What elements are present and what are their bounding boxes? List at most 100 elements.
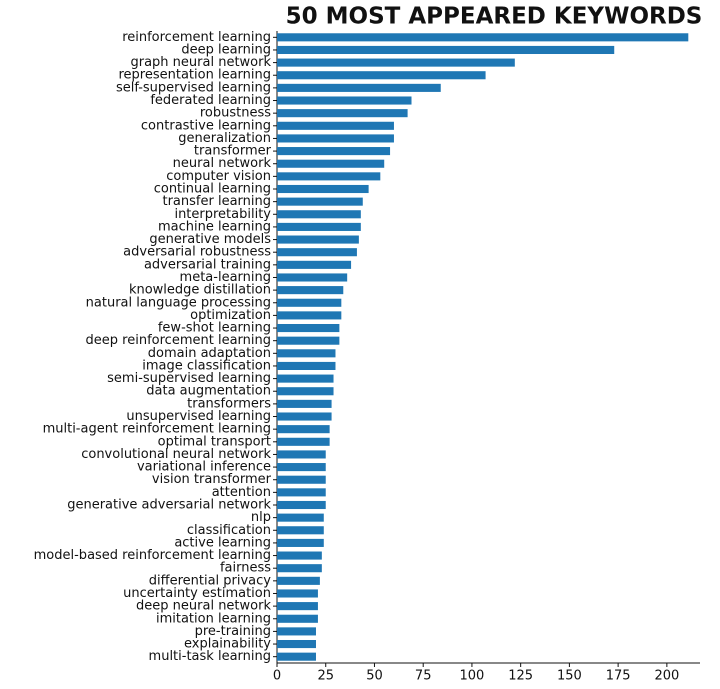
y-tick-label: deep neural network (136, 599, 271, 614)
bar (277, 286, 344, 295)
bar (277, 71, 486, 80)
x-tick-label: 200 (654, 669, 679, 684)
y-tick-label: fairness (220, 561, 271, 576)
bar (277, 387, 334, 396)
bar (277, 96, 412, 105)
y-tick-label: meta-learning (180, 270, 271, 285)
y-tick-label: transformers (187, 396, 271, 411)
y-tick-label: knowledge distillation (129, 283, 271, 298)
bar (277, 323, 340, 333)
y-tick-label: self-supervised learning (116, 80, 271, 95)
y-tick-label: multi-task learning (149, 649, 271, 664)
bar (277, 210, 361, 219)
bar (277, 235, 359, 244)
y-tick-label: continual learning (154, 182, 271, 197)
y-tick-label: attention (212, 485, 271, 500)
chart-title: 50 MOST APPEARED KEYWORDS (286, 4, 703, 30)
bar (277, 109, 408, 118)
y-tick-label: pre-training (195, 624, 271, 639)
y-tick-label: differential privacy (149, 573, 272, 588)
y-tick-label: machine learning (158, 219, 271, 234)
bar (277, 425, 330, 434)
y-tick-label: variational inference (137, 460, 271, 475)
y-tick-label: classification (187, 523, 271, 538)
y-tick-label: reinforcement learning (122, 30, 271, 45)
y-tick-label: active learning (174, 535, 271, 550)
y-tick-label: optimization (190, 308, 271, 323)
bar (277, 83, 441, 92)
y-tick-label: generative adversarial network (67, 498, 271, 513)
bar (277, 159, 385, 168)
bar (277, 500, 326, 510)
y-tick-label: graph neural network (130, 55, 271, 70)
y-tick-label: neural network (173, 156, 272, 171)
y-tick-label: multi-agent reinforcement learning (43, 422, 271, 437)
bar (277, 652, 316, 661)
y-tick-label: federated learning (150, 93, 271, 108)
bar (277, 273, 348, 282)
y-tick-label: data augmentation (146, 384, 271, 399)
y-tick-label: representation learning (118, 68, 271, 83)
y-tick-label: transformer (194, 144, 272, 159)
bar (277, 488, 326, 497)
y-tick-label: natural language processing (86, 295, 271, 310)
bar (277, 222, 361, 231)
y-tick-label: semi-supervised learning (107, 371, 271, 386)
bar (277, 184, 369, 194)
y-tick-label: few-shot learning (158, 321, 271, 336)
x-tick-label: 125 (508, 669, 533, 684)
bar (277, 134, 394, 143)
bar (277, 197, 363, 206)
bar (277, 374, 334, 383)
y-tick-label: imitation learning (156, 611, 271, 626)
bar (277, 437, 330, 446)
bar (277, 172, 381, 181)
y-tick-label: transfer learning (162, 194, 271, 209)
bar (277, 361, 336, 371)
x-tick-label: 0 (273, 669, 281, 684)
bar (277, 399, 332, 408)
bar (277, 475, 326, 484)
bar (277, 260, 352, 269)
bar (277, 45, 615, 55)
bar (277, 639, 316, 649)
bar (277, 602, 318, 611)
y-tick-label: vision transformer (152, 472, 272, 487)
y-tick-label: convolutional neural network (81, 447, 271, 462)
x-tick-label: 75 (415, 669, 432, 684)
y-tick-label: nlp (251, 510, 271, 525)
bar (277, 463, 326, 472)
y-tick-label: adversarial training (144, 257, 271, 272)
y-tick-label: explainability (184, 637, 271, 652)
y-tick-label: contrastive learning (141, 118, 271, 133)
y-tick-label: generalization (178, 131, 271, 146)
bar (277, 147, 391, 156)
y-tick-label: adversarial robustness (123, 245, 271, 260)
y-tick-label: model-based reinforcement learning (34, 548, 271, 563)
bar (277, 33, 689, 42)
x-tick-label: 150 (557, 669, 582, 684)
y-tick-label: unsupervised learning (126, 409, 271, 424)
bar (277, 627, 316, 636)
bar (277, 412, 332, 421)
bar (277, 614, 318, 623)
bar (277, 121, 394, 130)
y-tick-label: computer vision (166, 169, 271, 184)
y-tick-label: deep learning (181, 42, 271, 57)
y-tick-label: uncertainty estimation (123, 586, 271, 601)
bar (277, 564, 322, 573)
bar (277, 311, 342, 320)
x-tick-label: 175 (606, 669, 631, 684)
y-tick-label: image classification (142, 358, 271, 373)
x-tick-label: 50 (366, 669, 383, 684)
y-tick-label: generative models (149, 232, 271, 247)
bar (277, 58, 515, 67)
bar (277, 589, 318, 598)
bar (277, 450, 326, 459)
y-tick-label: robustness (200, 106, 271, 121)
y-tick-label: domain adaptation (148, 346, 271, 361)
bar (277, 349, 336, 358)
x-tick-label: 25 (317, 669, 334, 684)
x-tick-label: 100 (460, 669, 485, 684)
